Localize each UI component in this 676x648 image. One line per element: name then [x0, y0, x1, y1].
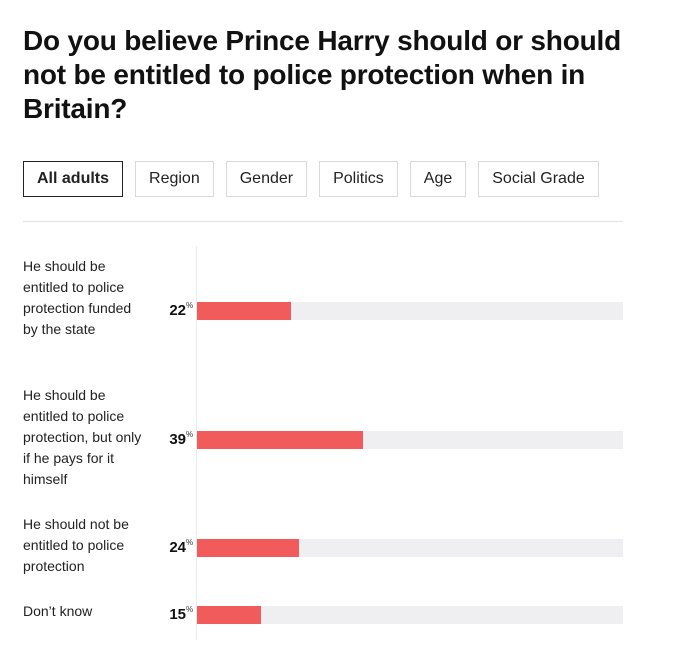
tab-region[interactable]: Region: [135, 161, 214, 197]
tab-age[interactable]: Age: [409, 161, 467, 197]
bar: [197, 302, 291, 320]
percent-symbol: %: [186, 430, 194, 439]
tab-all-adults[interactable]: All adults: [23, 161, 124, 197]
tab-social-grade[interactable]: Social Grade: [478, 161, 599, 197]
axis-line: [196, 246, 197, 640]
data-label: 15: [169, 606, 186, 623]
percent-symbol: %: [186, 605, 194, 614]
percent-symbol: %: [186, 538, 194, 547]
chart-title: Do you believe Prince Harry should or sh…: [23, 25, 621, 124]
bar-track: [197, 431, 623, 449]
data-label: 39: [169, 431, 186, 448]
data-label: 24: [169, 539, 186, 556]
category-label: He should be entitled to police protecti…: [23, 387, 142, 487]
bar: [197, 606, 261, 624]
breakdown-tabs: All adults Region Gender Politics Age So…: [23, 161, 599, 197]
bar-track: [197, 302, 623, 320]
bar: [197, 431, 364, 449]
data-label: 22: [169, 302, 186, 319]
bar-track: [197, 606, 623, 624]
category-label: Don’t know: [23, 603, 93, 619]
tab-gender[interactable]: Gender: [225, 161, 308, 197]
category-label: He should be entitled to police protecti…: [23, 258, 132, 337]
category-label: He should not be entitled to police prot…: [23, 516, 129, 574]
bar-track: [197, 539, 623, 557]
tab-politics[interactable]: Politics: [319, 161, 398, 197]
divider: [23, 221, 623, 222]
percent-symbol: %: [186, 301, 194, 310]
bar: [197, 539, 300, 557]
